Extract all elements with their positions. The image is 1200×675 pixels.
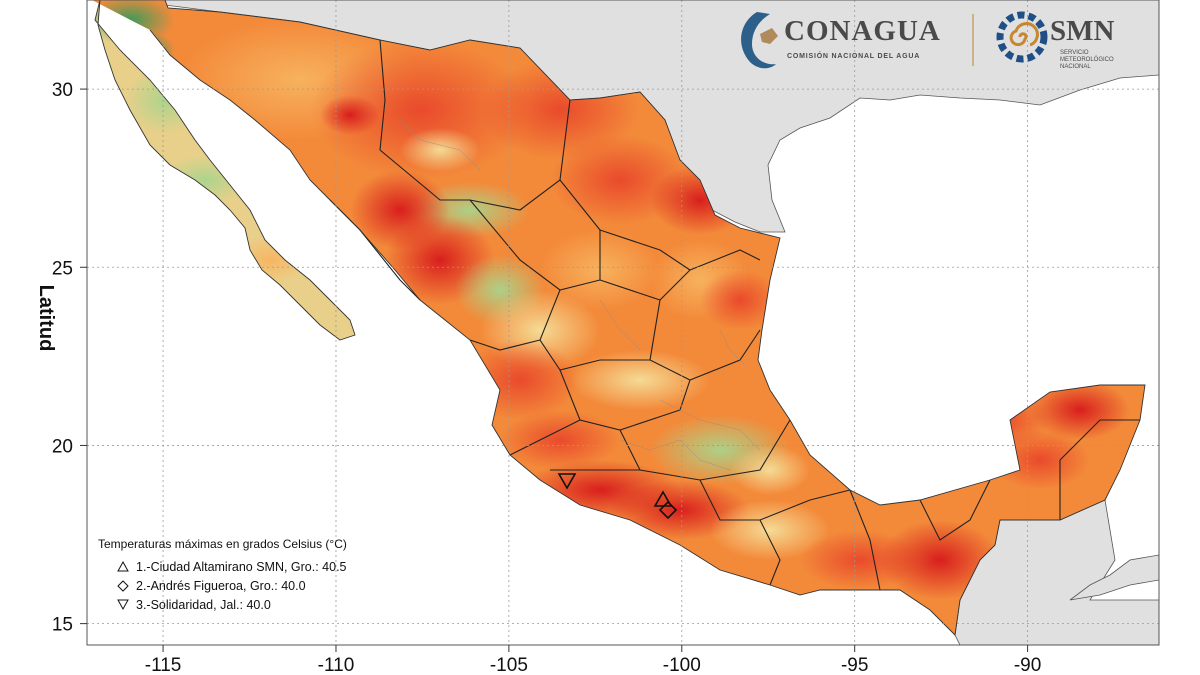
x-axis: -115 -110 -105 -100 -95 -90 — [145, 645, 1041, 675]
conagua-emblem-icon — [741, 12, 776, 69]
plot-frame — [86, 0, 1160, 646]
y-tick-label: 15 — [52, 615, 73, 636]
x-tick-label: -100 — [663, 655, 701, 675]
gridlines — [87, 0, 1159, 645]
legend-item-1: 1.-Ciudad Altamirano SMN, Gro.: 40.5 — [136, 560, 347, 574]
legend-item-3: 3.-Solidaridad, Jal.: 40.0 — [136, 598, 271, 612]
smn-name: SMN — [1050, 15, 1115, 47]
legend-diamond-icon — [117, 580, 129, 592]
x-tick-label: -105 — [490, 655, 528, 675]
smn-subtitle-line-3: NACIONAL — [1060, 64, 1091, 70]
conagua-eagle-icon — [760, 28, 778, 44]
legend-title: Temperaturas máximas en grados Celsius (… — [98, 537, 347, 551]
x-tick-label: -110 — [318, 655, 355, 675]
y-axis-label: Latitud — [35, 285, 57, 352]
x-tick-label: -90 — [1014, 655, 1041, 675]
x-tick-label: -95 — [841, 655, 868, 675]
y-tick-label: 25 — [52, 258, 73, 279]
y-tick-label: 20 — [52, 436, 73, 457]
station-andres-figueroa-marker — [658, 500, 678, 520]
smn-spiral-icon — [1009, 22, 1039, 47]
smn-gear-icon — [996, 11, 1048, 63]
station-markers — [557, 473, 678, 520]
conagua-logo: CONAGUA COMISIÓN NACIONAL DEL AGUA — [741, 12, 941, 69]
temperature-field — [92, 0, 1130, 600]
baja-coastline — [94, 0, 356, 341]
conagua-subtitle: COMISIÓN NACIONAL DEL AGUA — [787, 51, 920, 60]
baja-california — [95, 0, 355, 340]
municipal-borders — [399, 119, 761, 471]
legend-triangle-up-icon — [117, 560, 129, 572]
smn-subtitle-line-2: METEOROLÓGICO — [1060, 56, 1114, 63]
smn-logo: SMN SERVICIO METEOROLÓGICO NACIONAL — [996, 11, 1115, 70]
mexico-coastline — [92, 0, 1146, 636]
conagua-name: CONAGUA — [784, 15, 941, 47]
legend-item-2: 2.-Andrés Figueroa, Gro.: 40.0 — [136, 579, 306, 593]
cuba-land — [1069, 554, 1159, 601]
y-axis: 30 25 20 15 — [52, 80, 87, 636]
y-tick-label: 30 — [52, 80, 73, 101]
smn-subtitle-line-1: SERVICIO — [1060, 50, 1089, 56]
legend-triangle-down-icon — [117, 599, 129, 611]
station-solidaridad-marker — [557, 473, 577, 490]
x-tick-label: -115 — [145, 655, 182, 675]
legend: Temperaturas máximas en grados Celsius (… — [98, 537, 347, 612]
